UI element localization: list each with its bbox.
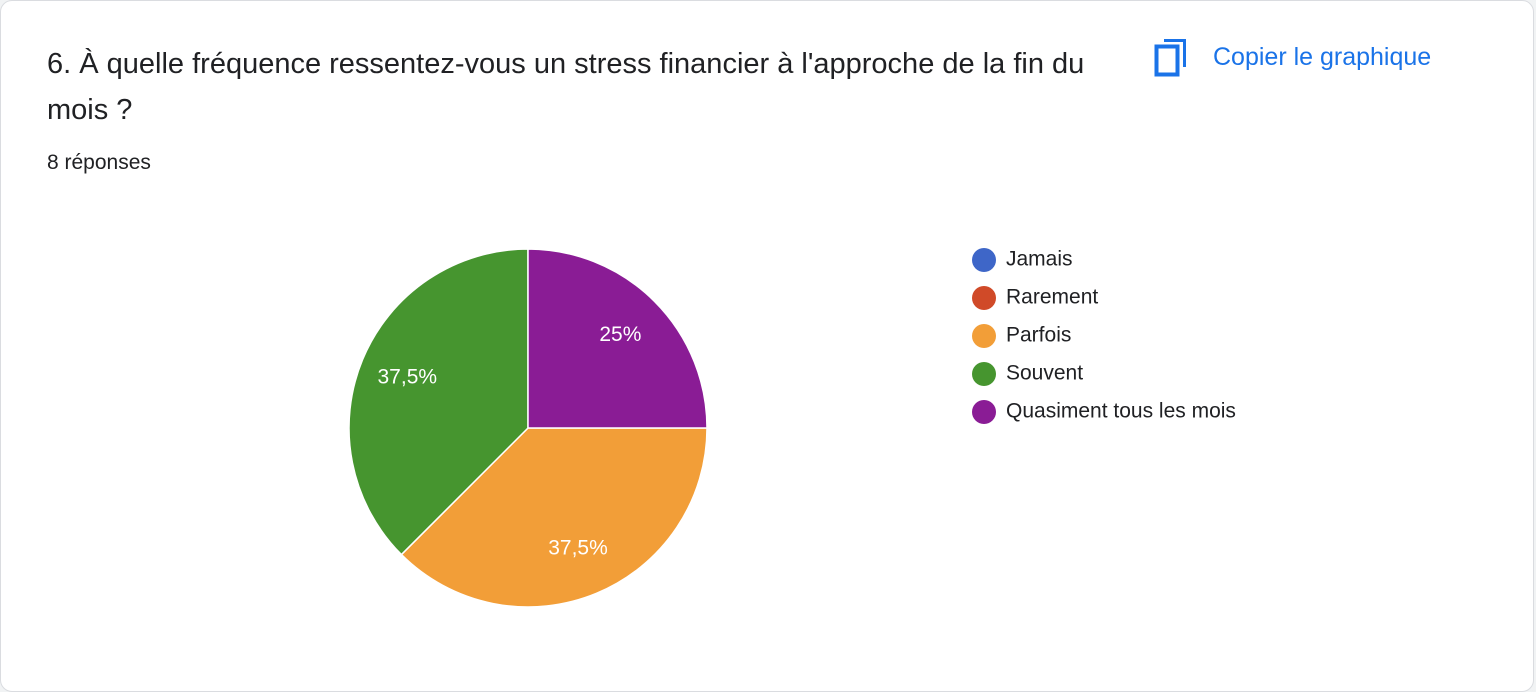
pie-slice (400, 427, 708, 608)
copy-chart-button[interactable]: Copier le graphique (1153, 37, 1431, 77)
legend-label: Parfois (1006, 324, 1071, 347)
slice-label: 37,5% (548, 536, 608, 559)
legend-swatch (972, 362, 996, 386)
slice-label: 25% (599, 323, 641, 346)
slice-label: 37,5% (378, 366, 438, 389)
legend-swatch (972, 400, 996, 424)
legend-label: Rarement (1006, 286, 1098, 309)
legend-label: Souvent (1006, 362, 1083, 385)
chart: 37,5% 37,5% 25% Jamais Rarement Parfois Souven… (348, 248, 1236, 608)
legend-label: Quasiment tous les mois (1006, 400, 1236, 423)
legend-swatch (972, 324, 996, 348)
copy-icon (1154, 39, 1186, 77)
legend-swatch (972, 248, 996, 272)
pie-slice (527, 248, 708, 429)
copy-label[interactable]: Copier le graphique (1213, 42, 1432, 71)
question-title: 6. À quelle fréquence ressentez-vous un … (47, 48, 1085, 126)
pie-slice (348, 248, 529, 556)
legend-label: Jamais (1006, 248, 1073, 271)
legend-swatch (972, 286, 996, 310)
response-count: 8 réponses (47, 151, 151, 174)
